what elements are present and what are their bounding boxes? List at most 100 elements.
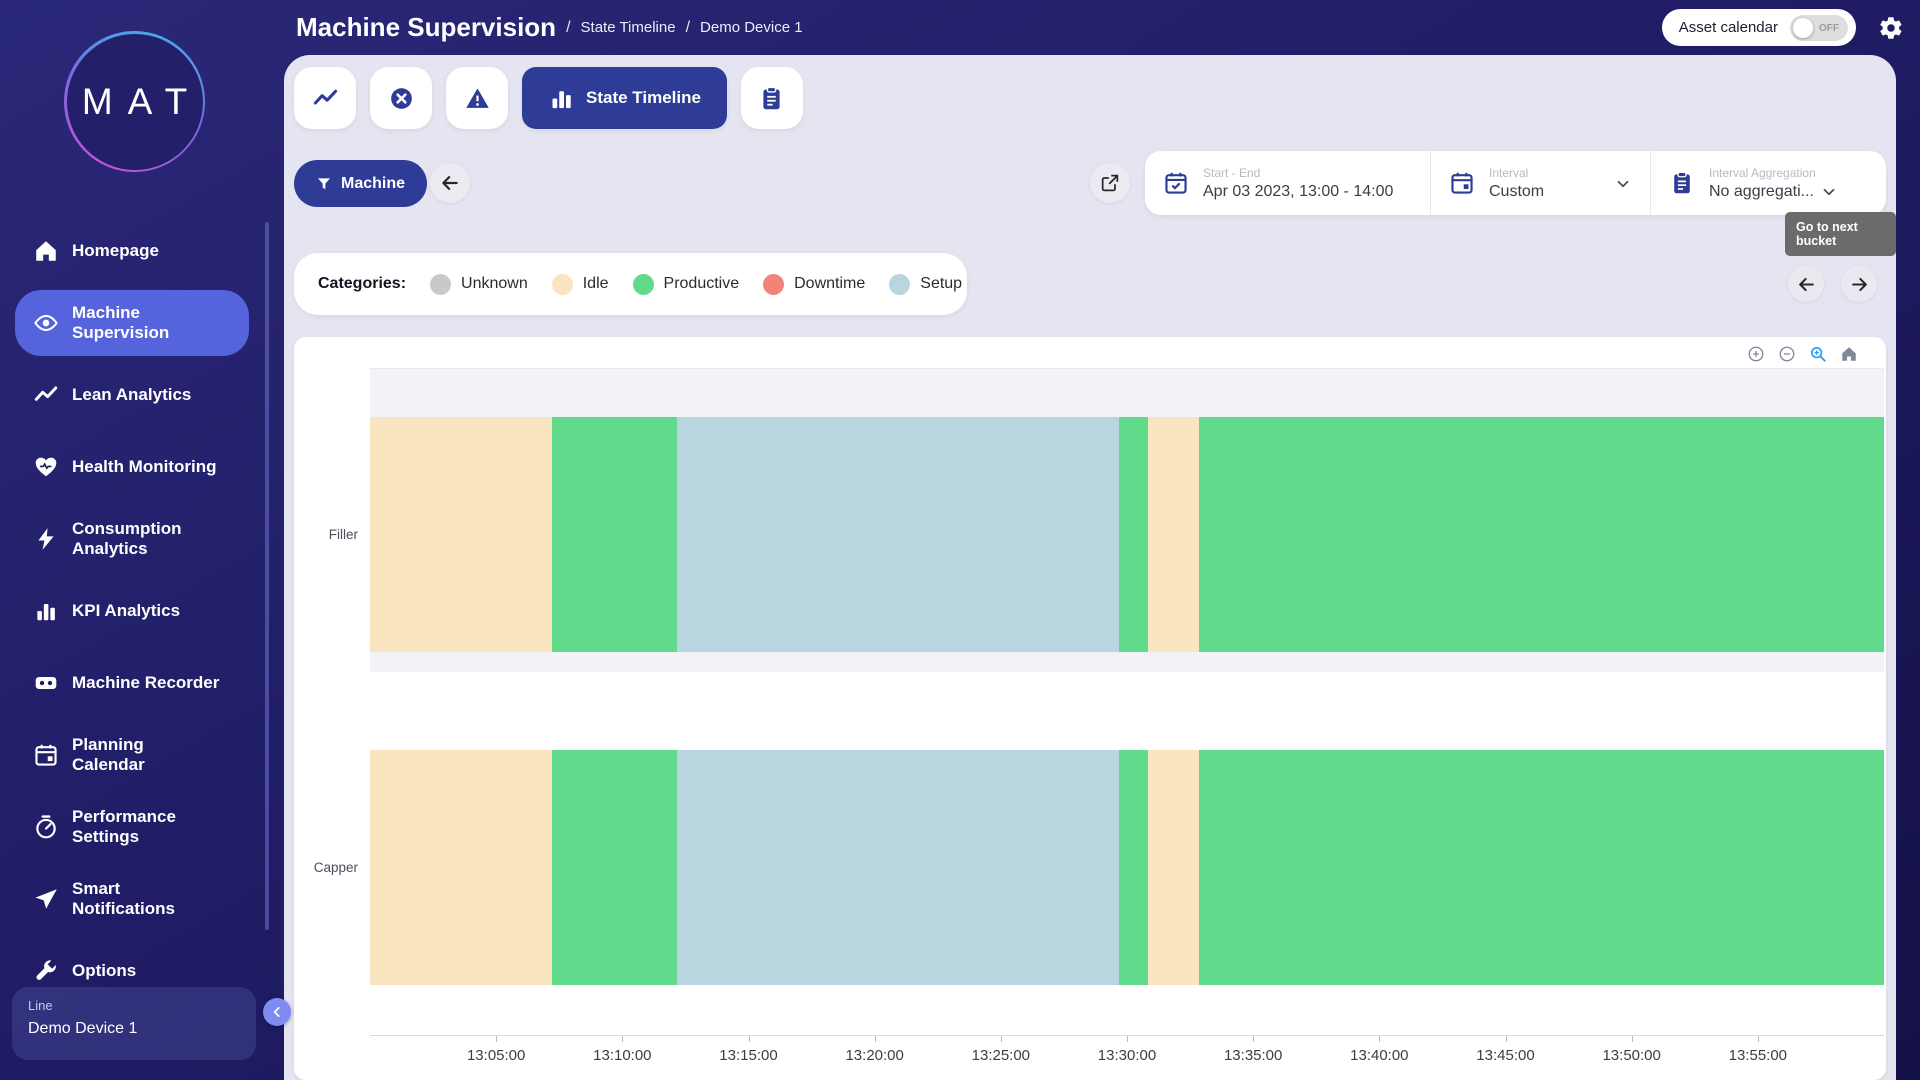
legend-item-downtime: Downtime	[763, 274, 865, 295]
start-end-value: Apr 03 2023, 13:00 - 14:00	[1203, 183, 1393, 201]
x-circle-icon	[388, 85, 415, 112]
x-axis-line	[370, 1035, 1884, 1036]
zoom-out-icon[interactable]	[1778, 345, 1796, 363]
asset-calendar-toggle[interactable]: OFF	[1790, 15, 1848, 41]
sidebar-item-label: Homepage	[72, 241, 159, 261]
x-axis-tick-label: 13:30:00	[1098, 1047, 1156, 1064]
x-axis-tick	[1506, 1035, 1507, 1042]
recorder-icon	[33, 670, 59, 696]
segment-filler-setup[interactable]	[677, 417, 1120, 652]
external-link-button[interactable]	[1090, 163, 1130, 203]
toggle-knob	[1793, 18, 1813, 38]
device-card-label: Line	[28, 998, 240, 1013]
trend-tab[interactable]	[294, 67, 356, 129]
timeline-bar-filler	[370, 417, 1884, 652]
x-axis-tick	[496, 1035, 497, 1042]
start-end-picker[interactable]: Start - End Apr 03 2023, 13:00 - 14:00	[1145, 151, 1430, 215]
segment-filler-productive[interactable]	[1199, 417, 1884, 652]
interval-picker[interactable]: Interval Custom	[1430, 151, 1650, 215]
state-timeline-chart: FillerCapper13:05:0013:10:0013:15:0013:2…	[294, 337, 1886, 1080]
segment-filler-productive[interactable]	[552, 417, 677, 652]
prev-bucket-button[interactable]	[1788, 266, 1824, 302]
clipboard-icon	[1669, 170, 1695, 196]
segment-capper-productive[interactable]	[1199, 750, 1884, 985]
sidebar-item-smart-notifications[interactable]: Smart Notifications	[0, 863, 270, 935]
x-axis-tick	[1001, 1035, 1002, 1042]
x-axis-tick-label: 13:20:00	[845, 1047, 903, 1064]
report-tab[interactable]	[741, 67, 803, 129]
bucket-navigation	[1788, 266, 1877, 302]
sidebar: MAT Homepage Machine SupervisionLean Anal…	[0, 0, 270, 1080]
sidebar-item-lean-analytics[interactable]: Lean Analytics	[0, 359, 270, 431]
bars-icon	[548, 85, 575, 112]
sidebar-item-homepage[interactable]: Homepage	[0, 215, 270, 287]
segment-capper-idle[interactable]	[1148, 750, 1198, 985]
sidebar-item-label: KPI Analytics	[72, 601, 180, 621]
legend-swatch-productive	[633, 274, 654, 295]
x-axis-tick-label: 13:05:00	[467, 1047, 525, 1064]
chevron-down-icon	[1614, 175, 1632, 193]
sidebar-item-label: Options	[72, 961, 136, 981]
sidebar-scrollbar[interactable]	[265, 222, 269, 930]
machine-filter-button[interactable]: Machine	[294, 160, 427, 207]
row-label-capper: Capper	[294, 860, 358, 875]
stops-tab[interactable]	[370, 67, 432, 129]
sidebar-item-performance-settings[interactable]: Performance Settings	[0, 791, 270, 863]
reset-axes-home-icon[interactable]	[1840, 345, 1858, 363]
sidebar-item-kpi-analytics[interactable]: KPI Analytics	[0, 575, 270, 647]
legend-swatch-setup	[889, 274, 910, 295]
external-link-icon	[1100, 173, 1120, 193]
legend-label: Productive	[664, 275, 740, 293]
arrow-right-icon	[1850, 275, 1869, 294]
segment-filler-productive[interactable]	[1119, 417, 1148, 652]
breadcrumb-state-timeline[interactable]: State Timeline	[581, 19, 676, 36]
interval-aggregation-picker[interactable]: Interval Aggregation No aggregati...	[1650, 151, 1886, 215]
state-timeline-tab[interactable]: State Timeline	[522, 67, 727, 129]
bars-icon	[33, 598, 59, 624]
arrow-left-icon	[440, 173, 460, 193]
interval-value: Custom	[1489, 183, 1544, 201]
segment-filler-idle[interactable]	[1148, 417, 1198, 652]
segment-capper-idle[interactable]	[370, 750, 552, 985]
zoom-in-icon[interactable]	[1747, 345, 1765, 363]
alerts-tab[interactable]	[446, 67, 508, 129]
interval-label: Interval	[1489, 166, 1544, 180]
sidebar-collapse-button[interactable]	[263, 998, 291, 1026]
calendar-icon	[1449, 170, 1475, 196]
sidebar-item-consumption-analytics[interactable]: Consumption Analytics	[0, 503, 270, 575]
sidebar-item-health-monitoring[interactable]: Health Monitoring	[0, 431, 270, 503]
x-axis-tick	[1253, 1035, 1254, 1042]
device-card-value: Demo Device 1	[28, 1020, 240, 1038]
logo-text: MAT	[67, 81, 202, 123]
legend-label: Unknown	[461, 275, 528, 293]
sidebar-nav: Homepage Machine SupervisionLean Analytic…	[0, 215, 270, 1007]
magnifier-icon[interactable]	[1809, 345, 1827, 363]
segment-capper-productive[interactable]	[552, 750, 677, 985]
sidebar-item-label: Health Monitoring	[72, 457, 216, 477]
x-axis-tick	[875, 1035, 876, 1042]
time-picker-card: Start - End Apr 03 2023, 13:00 - 14:00 I…	[1145, 151, 1886, 215]
heart-icon	[33, 454, 59, 480]
sidebar-item-machine-supervision[interactable]: Machine Supervision	[15, 290, 249, 356]
segment-filler-idle[interactable]	[370, 417, 552, 652]
legend-swatch-unknown	[430, 274, 451, 295]
segment-capper-productive[interactable]	[1119, 750, 1148, 985]
segment-capper-setup[interactable]	[677, 750, 1120, 985]
x-axis-tick	[1379, 1035, 1380, 1042]
back-button[interactable]	[430, 163, 470, 203]
x-axis-tick	[1758, 1035, 1759, 1042]
tab-label: State Timeline	[586, 88, 701, 108]
device-card: Line Demo Device 1	[12, 987, 256, 1060]
view-tabs: State Timeline	[294, 67, 803, 129]
gear-icon[interactable]	[1878, 15, 1904, 41]
sidebar-item-label: Consumption Analytics	[72, 519, 182, 559]
next-bucket-button[interactable]	[1841, 266, 1877, 302]
trend-icon	[312, 85, 339, 112]
aggregation-value: No aggregati...	[1709, 183, 1814, 201]
legend-swatch-downtime	[763, 274, 784, 295]
sidebar-item-machine-recorder[interactable]: Machine Recorder	[0, 647, 270, 719]
breadcrumb-device[interactable]: Demo Device 1	[700, 19, 803, 36]
legend-label: Downtime	[794, 275, 865, 293]
sidebar-item-planning-calendar[interactable]: Planning Calendar	[0, 719, 270, 791]
home-icon	[33, 238, 59, 264]
